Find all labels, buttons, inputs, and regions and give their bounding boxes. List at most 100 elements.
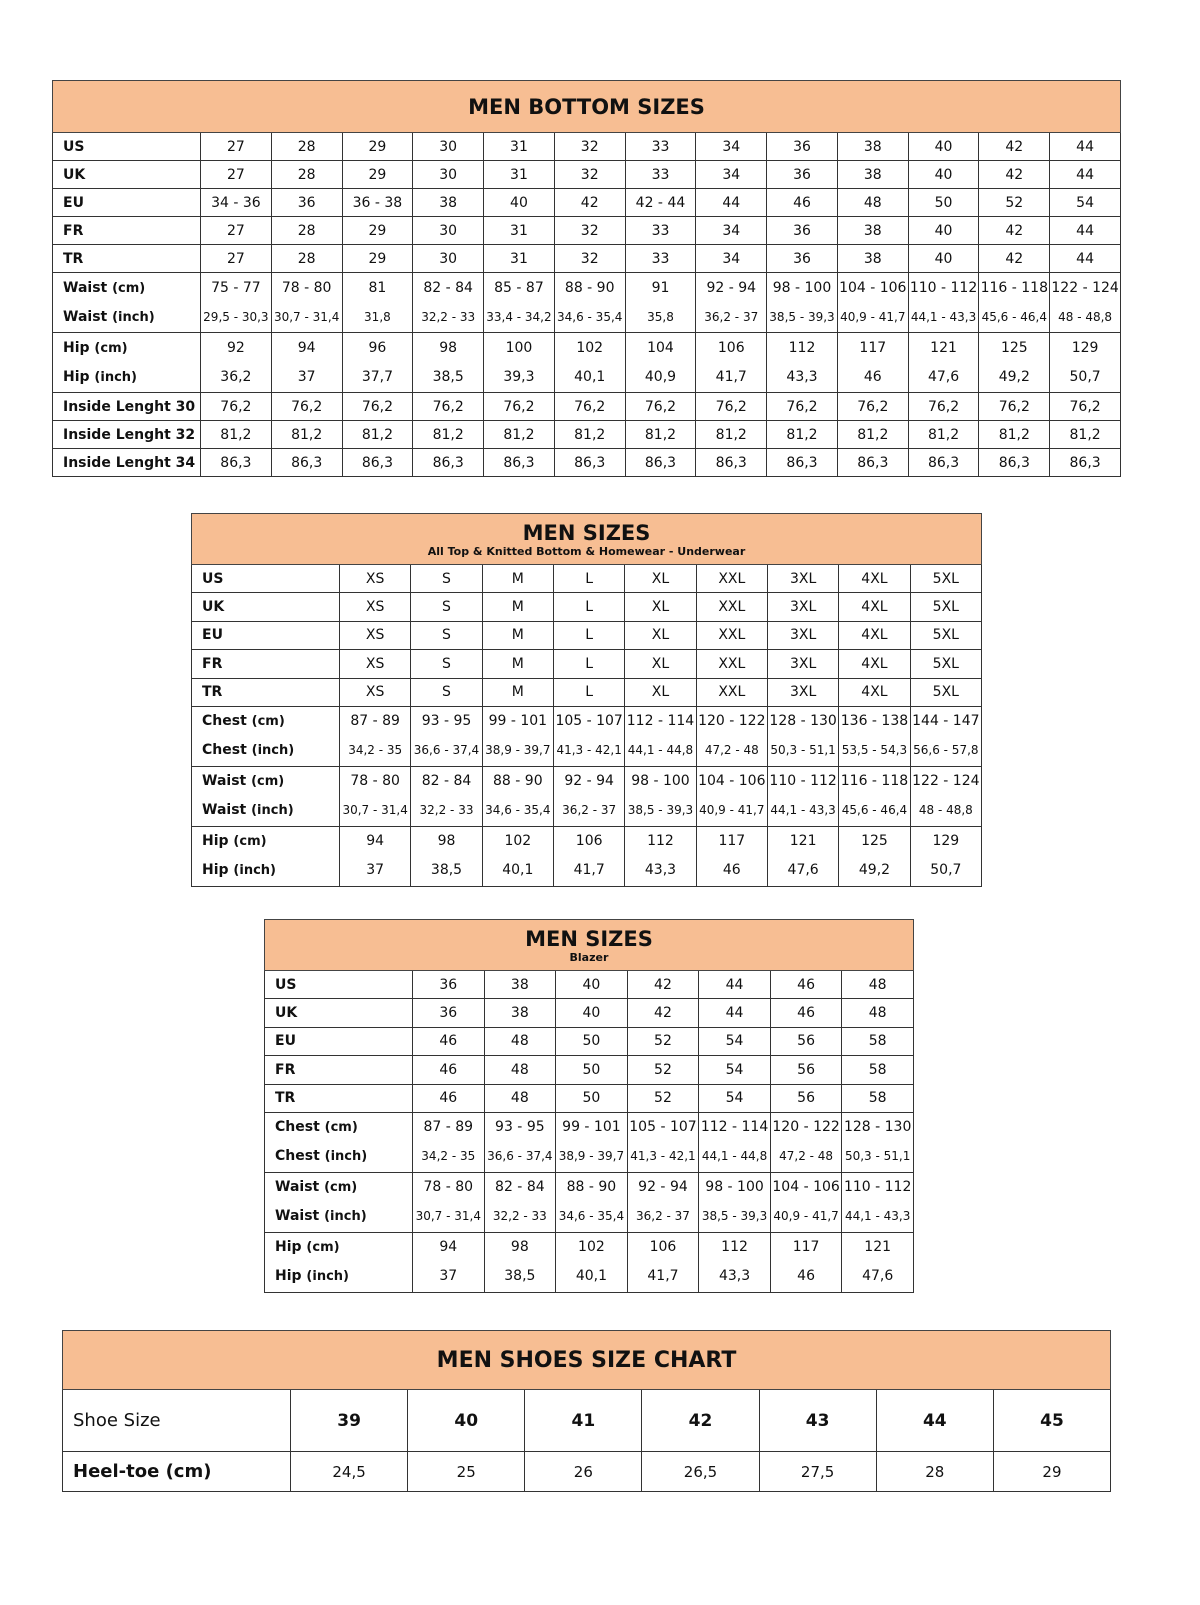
value-cell: 98 38,5 bbox=[410, 825, 483, 887]
value-cell: 78 - 80 30,7 - 31,4 bbox=[412, 1171, 485, 1233]
value-cell: XXL bbox=[695, 592, 768, 622]
value-cell: 31 bbox=[483, 132, 555, 161]
value-cell: 88 - 90 34,6 - 35,4 bbox=[553, 272, 626, 333]
value: 92 - 94 bbox=[638, 1179, 688, 1196]
table-row: EU 34 - 36 36 36 - 38 38 40 42 42 - 44 44 46 48 50 5… bbox=[52, 188, 1121, 217]
value-cell: 28 bbox=[270, 132, 343, 161]
value-cell: 56 bbox=[769, 1026, 843, 1057]
value: 128 - 130 bbox=[769, 713, 837, 730]
value-cell: 52 bbox=[626, 1055, 700, 1085]
value-cell: 28 bbox=[270, 244, 343, 273]
value: 121 bbox=[864, 1239, 892, 1256]
row-label: US bbox=[52, 132, 201, 161]
value-cell: 3XL bbox=[766, 677, 840, 707]
value-cell: 44 bbox=[875, 1389, 994, 1452]
table-title: MEN SIZES bbox=[525, 926, 653, 951]
value: 34,2 - 35 bbox=[348, 743, 403, 758]
row-label: Hip (cm) Hip (inch) bbox=[52, 332, 201, 393]
value: 32,2 - 33 bbox=[419, 803, 474, 818]
value-cell: 43 bbox=[758, 1389, 877, 1452]
value: 46 bbox=[797, 1268, 815, 1285]
value-cell: 44 bbox=[698, 969, 771, 1000]
value: 136 - 138 bbox=[840, 713, 909, 730]
value-cell: 42 bbox=[978, 244, 1051, 273]
value: 98 bbox=[437, 833, 456, 850]
table-header: MEN SIZES Blazer bbox=[264, 919, 914, 971]
value-cell: 76,2 bbox=[624, 392, 697, 421]
value: 125 bbox=[861, 833, 888, 850]
row-label: TR bbox=[191, 677, 340, 707]
value-cell: 34 bbox=[695, 244, 768, 273]
value-cell: 86,3 bbox=[695, 448, 768, 477]
value-cell: 86,3 bbox=[200, 448, 272, 477]
table-row: Hip (cm) Hip (inch) 92 36,2 94 37 96 37,7 98 38,5… bbox=[52, 332, 1121, 393]
table-row: Waist (cm) Waist (inch) 78 - 80 30,7 - 31,4… bbox=[191, 765, 983, 827]
value: 49,2 bbox=[858, 862, 891, 879]
table-row: Inside Lenght 34 “86,3 86,3 86,3 86,3 86,3 86… bbox=[52, 448, 1121, 477]
table-row: Inside Lenght 32 “81,2 81,2 81,2 81,2 81,2 81… bbox=[52, 420, 1121, 449]
row-label: FR bbox=[191, 649, 340, 679]
value-cell: M bbox=[481, 649, 554, 679]
row-label: Waist (cm) Waist (inch) bbox=[264, 1171, 413, 1233]
value: 38,5 bbox=[432, 368, 464, 385]
row-label: UK bbox=[264, 998, 413, 1028]
table-title: MEN SIZES bbox=[522, 520, 651, 545]
value-cell: 129 50,7 bbox=[1049, 332, 1121, 393]
value-cell: 48 bbox=[483, 1026, 557, 1057]
table-row: Hip (cm) Hip (inch) 94 37 98 38,5 102 40,1 106 41… bbox=[191, 825, 983, 887]
value-cell: 31 bbox=[483, 216, 555, 245]
value-cell: 5XL bbox=[909, 620, 983, 651]
value-cell: 44 bbox=[1049, 132, 1121, 161]
value-cell: 40 bbox=[555, 969, 628, 1000]
value-cell: 120 - 122 47,2 - 48 bbox=[769, 1111, 843, 1173]
measure-name: Waist bbox=[63, 279, 108, 296]
value-cell: 82 - 84 32,2 - 33 bbox=[483, 1171, 557, 1233]
value-cell: 42 bbox=[641, 1389, 760, 1452]
value: 40,9 - 41,7 bbox=[773, 1209, 839, 1224]
value: 38,9 - 39,7 bbox=[485, 743, 551, 758]
row-label: Inside Lenght 32 “ bbox=[52, 420, 201, 449]
value-cell: 3XL bbox=[766, 649, 840, 679]
value-cell: 121 47,6 bbox=[841, 1231, 914, 1293]
value: 29,5 - 30,3 bbox=[203, 309, 269, 324]
value: 44,1 - 44,8 bbox=[627, 743, 694, 758]
value-cell: 76,2 bbox=[695, 392, 768, 421]
value-cell: 116 - 118 45,6 - 46,4 bbox=[838, 765, 911, 827]
value-cell: 104 - 106 40,9 - 41,7 bbox=[836, 272, 909, 333]
table-row: US 27 28 29 30 31 32 33 34 36 38 40 42 44 bbox=[52, 132, 1121, 161]
table-row: Shoe Size 39 40 41 42 43 44 45 bbox=[62, 1389, 1112, 1452]
value: 92 - 94 bbox=[564, 773, 614, 790]
measure-unit: (cm) bbox=[233, 834, 267, 850]
table-row: UK 27 28 29 30 31 32 33 34 36 38 40 42 44 bbox=[52, 160, 1121, 189]
row-label: EU bbox=[52, 188, 201, 217]
measure-name: Chest bbox=[275, 1119, 320, 1136]
value: 102 bbox=[578, 1239, 605, 1256]
value-cell: 45 bbox=[992, 1389, 1112, 1452]
value-cell: 125 49,2 bbox=[838, 825, 911, 887]
row-label: Inside Lenght 34 “ bbox=[52, 448, 201, 477]
row-label: TR bbox=[52, 244, 201, 273]
men-shoes-size-table: MEN SHOES SIZE CHART Shoe Size 39 40 41 42 43 4… bbox=[61, 1330, 1112, 1492]
value-cell: 87 - 89 34,2 - 35 bbox=[338, 705, 412, 767]
value-cell: 76,2 bbox=[766, 392, 838, 421]
value-cell: 31 bbox=[483, 244, 555, 273]
value: 106 bbox=[649, 1239, 677, 1256]
measure-unit: (cm) bbox=[306, 1240, 340, 1256]
measure-name: Hip bbox=[275, 1268, 302, 1285]
value-cell: 3XL bbox=[766, 563, 840, 594]
value-cell: 27 bbox=[200, 132, 272, 161]
value-cell: 98 38,5 bbox=[412, 332, 485, 393]
value: 44,1 - 43,3 bbox=[770, 803, 836, 818]
value-cell: 121 47,6 bbox=[907, 332, 980, 393]
value: 40,1 bbox=[574, 368, 606, 385]
value-cell: 56 bbox=[769, 1055, 843, 1085]
table-row: FR 27 28 29 30 31 32 33 34 36 38 40 42 44 bbox=[52, 216, 1121, 245]
value-cell: 86,3 bbox=[553, 448, 626, 477]
value-cell: 44 bbox=[1049, 216, 1121, 245]
table-row: TR 46 48 50 52 54 56 58 bbox=[264, 1083, 914, 1113]
value-cell: 28 bbox=[270, 160, 343, 189]
measure-unit: (cm) bbox=[324, 1120, 358, 1136]
value: 43,3 bbox=[644, 862, 677, 879]
value-cell: S bbox=[410, 592, 483, 622]
value: 82 - 84 bbox=[423, 279, 473, 296]
